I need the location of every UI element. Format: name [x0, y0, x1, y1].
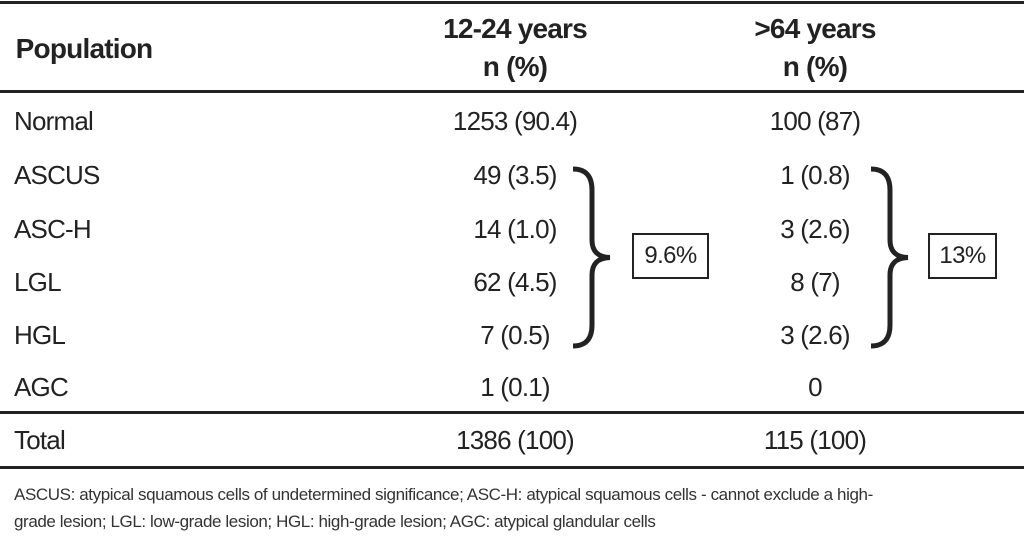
cell-col2: 8 (7) — [790, 267, 840, 297]
cell-col2: 3 (2.6) — [780, 320, 850, 350]
right-brace-icon — [572, 166, 611, 349]
row-label: ASCUS — [14, 160, 100, 190]
header-rule — [0, 90, 1024, 93]
row-label: HGL — [14, 320, 66, 350]
cell-col1: 1 (0.1) — [480, 372, 550, 402]
cell-col1: 7 (0.5) — [480, 320, 550, 350]
cell-col2: 115 (100) — [763, 425, 867, 455]
cell-col1: 1253 (90.4) — [452, 106, 578, 136]
cell-col2: 1 (0.8) — [780, 160, 850, 190]
footnote-line1: ASCUS: atypical squamous cells of undete… — [14, 485, 873, 504]
cell-col1: 1386 (100) — [456, 425, 575, 455]
cell-col1: 49 (3.5) — [473, 160, 557, 190]
footnote-line2: grade lesion; LGL: low-grade lesion; HGL… — [14, 512, 656, 531]
row-label: AGC — [14, 372, 69, 402]
header-col2-unit: n (%) — [782, 51, 848, 82]
header-col2: >64 years n (%) — [754, 10, 876, 86]
right-brace-icon — [870, 166, 909, 349]
bracket-total-col2: 13% — [928, 233, 997, 279]
row-label: Normal — [14, 106, 94, 136]
header-col1-title: 12-24 years — [443, 13, 588, 44]
total-rule — [0, 411, 1024, 414]
cell-col1: 62 (4.5) — [473, 267, 557, 297]
header-population: Population — [15, 33, 153, 64]
header-col1: 12-24 years n (%) — [443, 10, 588, 86]
top-rule — [0, 1, 1024, 4]
bottom-rule — [0, 466, 1024, 469]
row-label: Total — [14, 425, 66, 455]
row-label: ASC-H — [14, 214, 92, 244]
row-label: LGL — [14, 267, 62, 297]
cell-col2: 3 (2.6) — [780, 214, 850, 244]
cell-col1: 14 (1.0) — [473, 214, 557, 244]
cell-col2: 0 — [808, 372, 822, 402]
header-col1-unit: n (%) — [482, 51, 548, 82]
cell-col2: 100 (87) — [769, 106, 861, 136]
bracket-total-col1: 9.6% — [632, 233, 709, 279]
header-col2-title: >64 years — [754, 13, 876, 44]
